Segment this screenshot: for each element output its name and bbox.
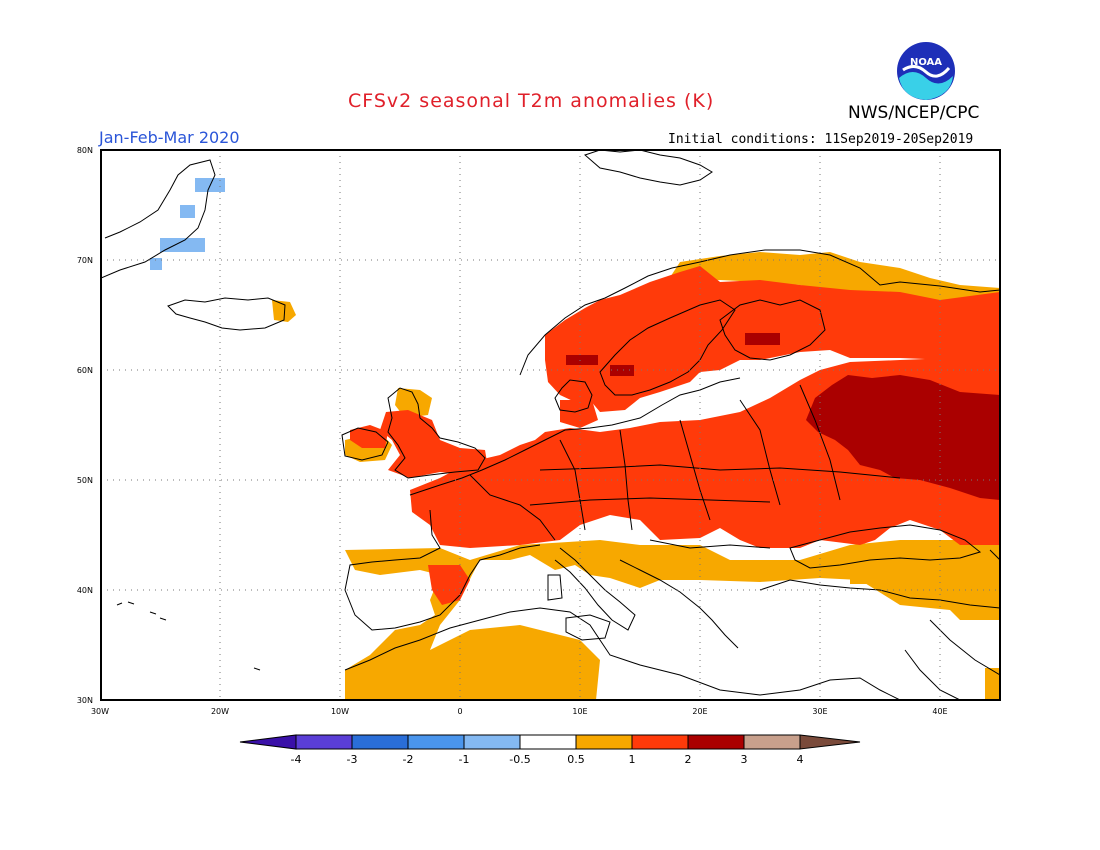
- lon-label: 0: [457, 707, 462, 716]
- colorbar-tick-label: 2: [685, 753, 692, 766]
- colorbar-tick-label: 4: [797, 753, 804, 766]
- lat-label: 40N: [77, 586, 93, 595]
- anomaly-fill-layer: [150, 178, 1000, 700]
- colorbar-bin: [463, 734, 521, 750]
- colorbar-tick-label: 1: [629, 753, 636, 766]
- lat-label: 60N: [77, 366, 93, 375]
- anomaly-2-to-3-region: [566, 333, 1000, 500]
- colorbar-bin: [743, 734, 801, 750]
- lat-label: 70N: [77, 256, 93, 265]
- coastline-layer: [101, 150, 1000, 700]
- noaa-logo-icon: NOAA: [897, 42, 955, 100]
- anomaly-minus-0-5-to-minus-1-region: [150, 178, 225, 270]
- lon-label: 40E: [932, 707, 947, 716]
- season-label: Jan-Feb-Mar 2020: [99, 128, 240, 147]
- lat-label: 80N: [77, 146, 93, 155]
- lon-label: 20W: [211, 707, 229, 716]
- noaa-logo-text: NOAA: [910, 57, 942, 68]
- colorbar-bin: [687, 734, 745, 750]
- colorbar-legend: -4 -3 -2 -1 -0.5 0.5 1 2 3 4: [239, 734, 861, 766]
- lon-label: 20E: [692, 707, 707, 716]
- latitude-labels: 80N 70N 60N 50N 40N 30N: [77, 146, 93, 705]
- colorbar-bin: [407, 734, 465, 750]
- colorbar-bin: [519, 734, 577, 750]
- colorbar-bin: [239, 734, 297, 750]
- colorbar-tick-label: 0.5: [567, 753, 585, 766]
- colorbar-bin: [351, 734, 409, 750]
- lat-label: 30N: [77, 696, 93, 705]
- colorbar-tick-label: -1: [459, 753, 470, 766]
- colorbar-tick-label: 3: [741, 753, 748, 766]
- lon-label: 30W: [91, 707, 109, 716]
- agency-label: NWS/NCEP/CPC: [848, 103, 980, 123]
- longitude-labels: 30W 20W 10W 0 10E 20E 30E 40E: [91, 707, 948, 716]
- lon-label: 30E: [812, 707, 827, 716]
- lon-label: 10E: [572, 707, 587, 716]
- colorbar-tick-label: -0.5: [509, 753, 530, 766]
- colorbar-bin: [631, 734, 689, 750]
- colorbar-bin: [295, 734, 353, 750]
- colorbar-bin: [575, 734, 633, 750]
- lon-label: 10W: [331, 707, 349, 716]
- lat-label: 50N: [77, 476, 93, 485]
- colorbar-tick-label: -2: [403, 753, 414, 766]
- map-frame: [100, 149, 1001, 701]
- colorbar-bin: [799, 734, 861, 750]
- colorbar-tick-label: -3: [347, 753, 358, 766]
- map-title: CFSv2 seasonal T2m anomalies (K): [348, 90, 715, 112]
- initial-conditions-label: Initial conditions: 11Sep2019-20Sep2019: [668, 132, 974, 147]
- colorbar-tick-label: -4: [291, 753, 302, 766]
